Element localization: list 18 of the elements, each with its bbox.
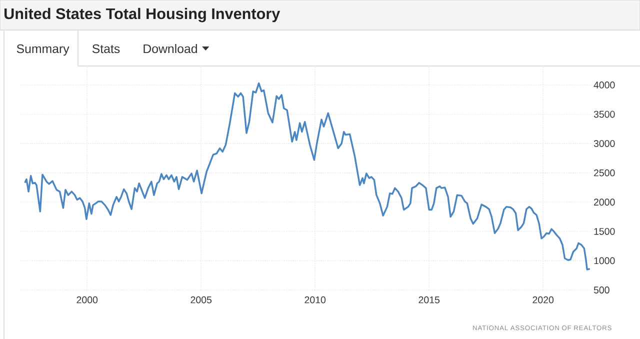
x-tick-label: 2000 (76, 296, 98, 304)
x-tick-label: 2005 (190, 296, 212, 304)
y-tick-label: 2500 (594, 169, 615, 176)
y-tick-label: 3500 (594, 110, 615, 118)
y-tick-label: 1000 (594, 257, 615, 264)
y-tick-label: 2000 (594, 198, 615, 206)
text: Stats (92, 44, 120, 54)
y-tick-label: 3000 (594, 140, 615, 148)
text: Download (144, 44, 197, 54)
chart-title: United States Total Housing Inventory (4, 8, 280, 22)
text: Summary (16, 44, 70, 56)
x-tick-label: 2015 (418, 296, 440, 304)
line-series (24, 82, 591, 270)
y-tick-label: 1500 (594, 228, 615, 235)
y-tick-label: 4000 (594, 82, 615, 88)
x-tick-label: 2020 (532, 296, 554, 304)
y-tick-label: 500 (594, 286, 610, 294)
x-tick-label: 2010 (304, 296, 326, 304)
